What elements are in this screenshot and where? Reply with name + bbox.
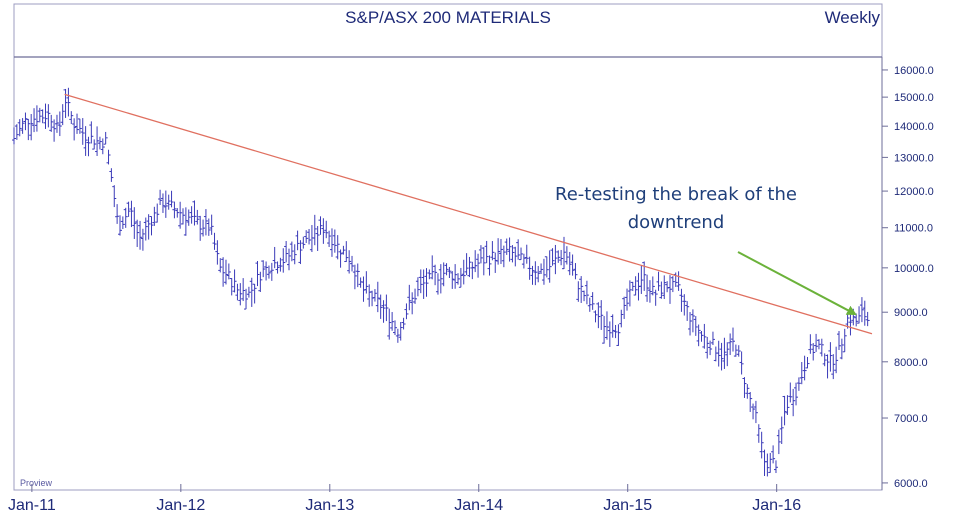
y-tick-label: 14000.0 bbox=[894, 121, 934, 133]
x-axis: Jan-11 Jan-12 Jan-13 Jan-14 Jan-15 Jan-16 bbox=[8, 484, 801, 514]
downtrend-line bbox=[64, 93, 873, 335]
x-tick-label: Jan-12 bbox=[156, 497, 205, 514]
y-tick-label: 16000.0 bbox=[894, 65, 934, 77]
y-tick-label: 15000.0 bbox=[894, 92, 934, 104]
y-tick-label: 7000.0 bbox=[894, 413, 928, 425]
y-tick-label: 12000.0 bbox=[894, 186, 934, 198]
x-tick-label: Jan-14 bbox=[454, 497, 503, 514]
y-tick-label: 9000.0 bbox=[894, 307, 928, 319]
annotation-line-2: downtrend bbox=[628, 212, 725, 233]
annotation-layer: Re-testing the break of the downtrend bbox=[555, 184, 857, 316]
y-tick-label: 6000.0 bbox=[894, 478, 928, 490]
x-tick-label: Jan-15 bbox=[603, 497, 652, 514]
annotation-arrow bbox=[737, 251, 857, 316]
y-tick-label: 10000.0 bbox=[894, 263, 934, 275]
y-tick-label: 8000.0 bbox=[894, 357, 928, 369]
annotation-line-1: Re-testing the break of the bbox=[555, 184, 797, 205]
y-axis: 16000.0 15000.0 14000.0 13000.0 12000.0 11000… bbox=[882, 65, 934, 490]
chart-frame bbox=[13, 3, 883, 491]
chart-period: Weekly bbox=[825, 8, 881, 27]
x-tick-label: Jan-11 bbox=[8, 497, 56, 514]
chart-title: S&P/ASX 200 MATERIALS bbox=[345, 8, 551, 27]
watermark: Proview bbox=[20, 478, 53, 488]
x-tick-label: Jan-13 bbox=[305, 497, 354, 514]
y-tick-label: 13000.0 bbox=[894, 152, 934, 164]
x-tick-label: Jan-16 bbox=[752, 497, 801, 514]
y-tick-label: 11000.0 bbox=[894, 223, 933, 235]
price-series bbox=[12, 87, 870, 477]
trendline-layer bbox=[64, 93, 873, 335]
